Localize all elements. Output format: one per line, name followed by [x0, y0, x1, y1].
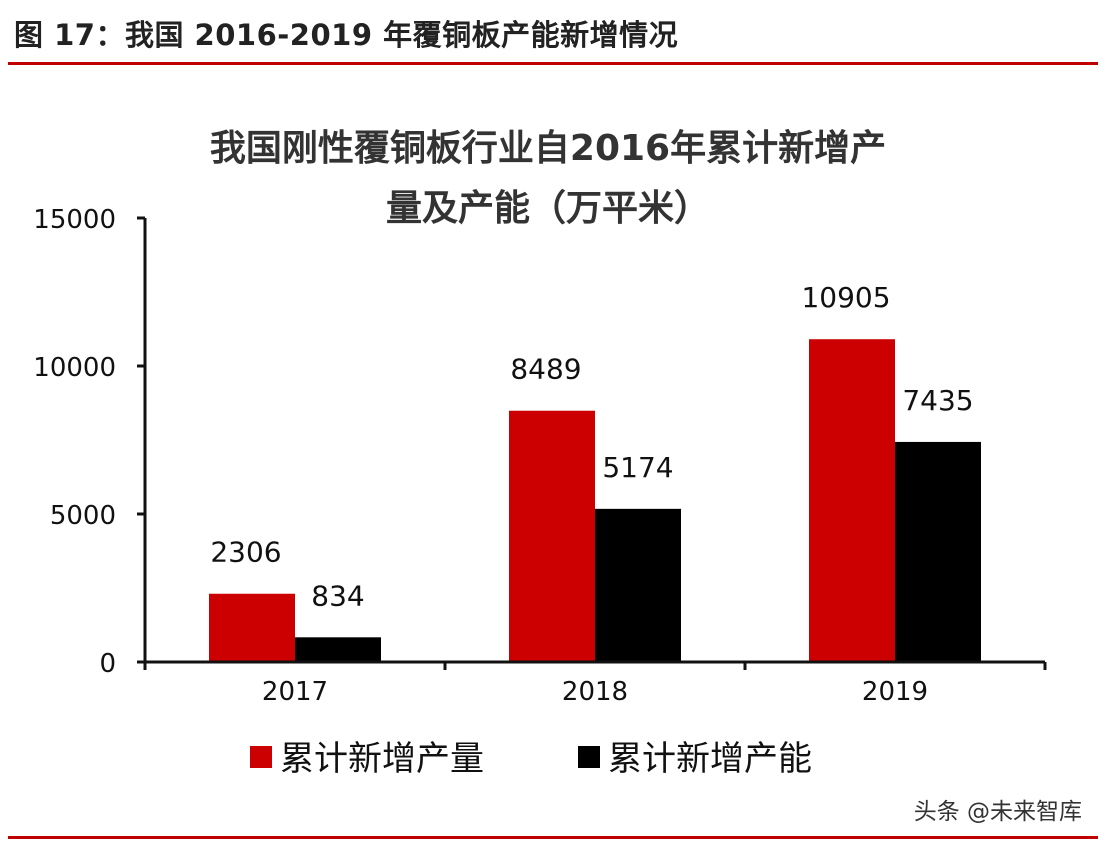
data-label: 7435 — [902, 384, 973, 417]
y-tick-label: 0 — [99, 649, 116, 679]
y-tick-label: 5000 — [50, 501, 116, 531]
data-label: 10905 — [801, 281, 890, 314]
watermark: 头条 @未来智库 — [913, 799, 1082, 825]
bar-capacity-2017 — [295, 637, 381, 662]
data-label: 2306 — [210, 536, 281, 569]
bar-output-2017 — [209, 593, 295, 662]
y-axis: 0 5000 10000 15000 — [33, 205, 147, 679]
bars: 2306 834 8489 5174 10905 7435 — [209, 281, 981, 662]
top-divider — [8, 62, 1098, 65]
figure-title: 图 17：我国 2016-2019 年覆铜板产能新增情况 — [14, 18, 679, 52]
data-label: 834 — [311, 579, 364, 612]
legend: 累计新增产量 累计新增产能 — [250, 739, 812, 779]
x-tick-label: 2018 — [562, 677, 628, 707]
chart-title-line: 量及产能（万平米） — [386, 188, 710, 229]
bar-capacity-2018 — [595, 508, 681, 662]
legend-swatch — [250, 746, 272, 768]
data-label: 5174 — [602, 451, 673, 484]
chart-title-line: 我国刚性覆铜板行业自2016年累计新增产 — [210, 128, 886, 169]
x-axis: 2017 2018 2019 — [143, 660, 1047, 707]
x-tick-label: 2017 — [262, 677, 328, 707]
y-tick-label: 10000 — [33, 353, 116, 383]
y-tick-label: 15000 — [33, 205, 116, 235]
data-label: 8489 — [510, 353, 581, 386]
legend-label: 累计新增产量 — [280, 739, 484, 779]
legend-label: 累计新增产能 — [608, 739, 812, 779]
legend-swatch — [578, 746, 600, 768]
bar-output-2018 — [509, 410, 595, 662]
bottom-divider — [8, 836, 1098, 839]
x-tick-label: 2019 — [862, 677, 928, 707]
bar-capacity-2019 — [895, 441, 981, 662]
bar-output-2019 — [809, 339, 895, 662]
